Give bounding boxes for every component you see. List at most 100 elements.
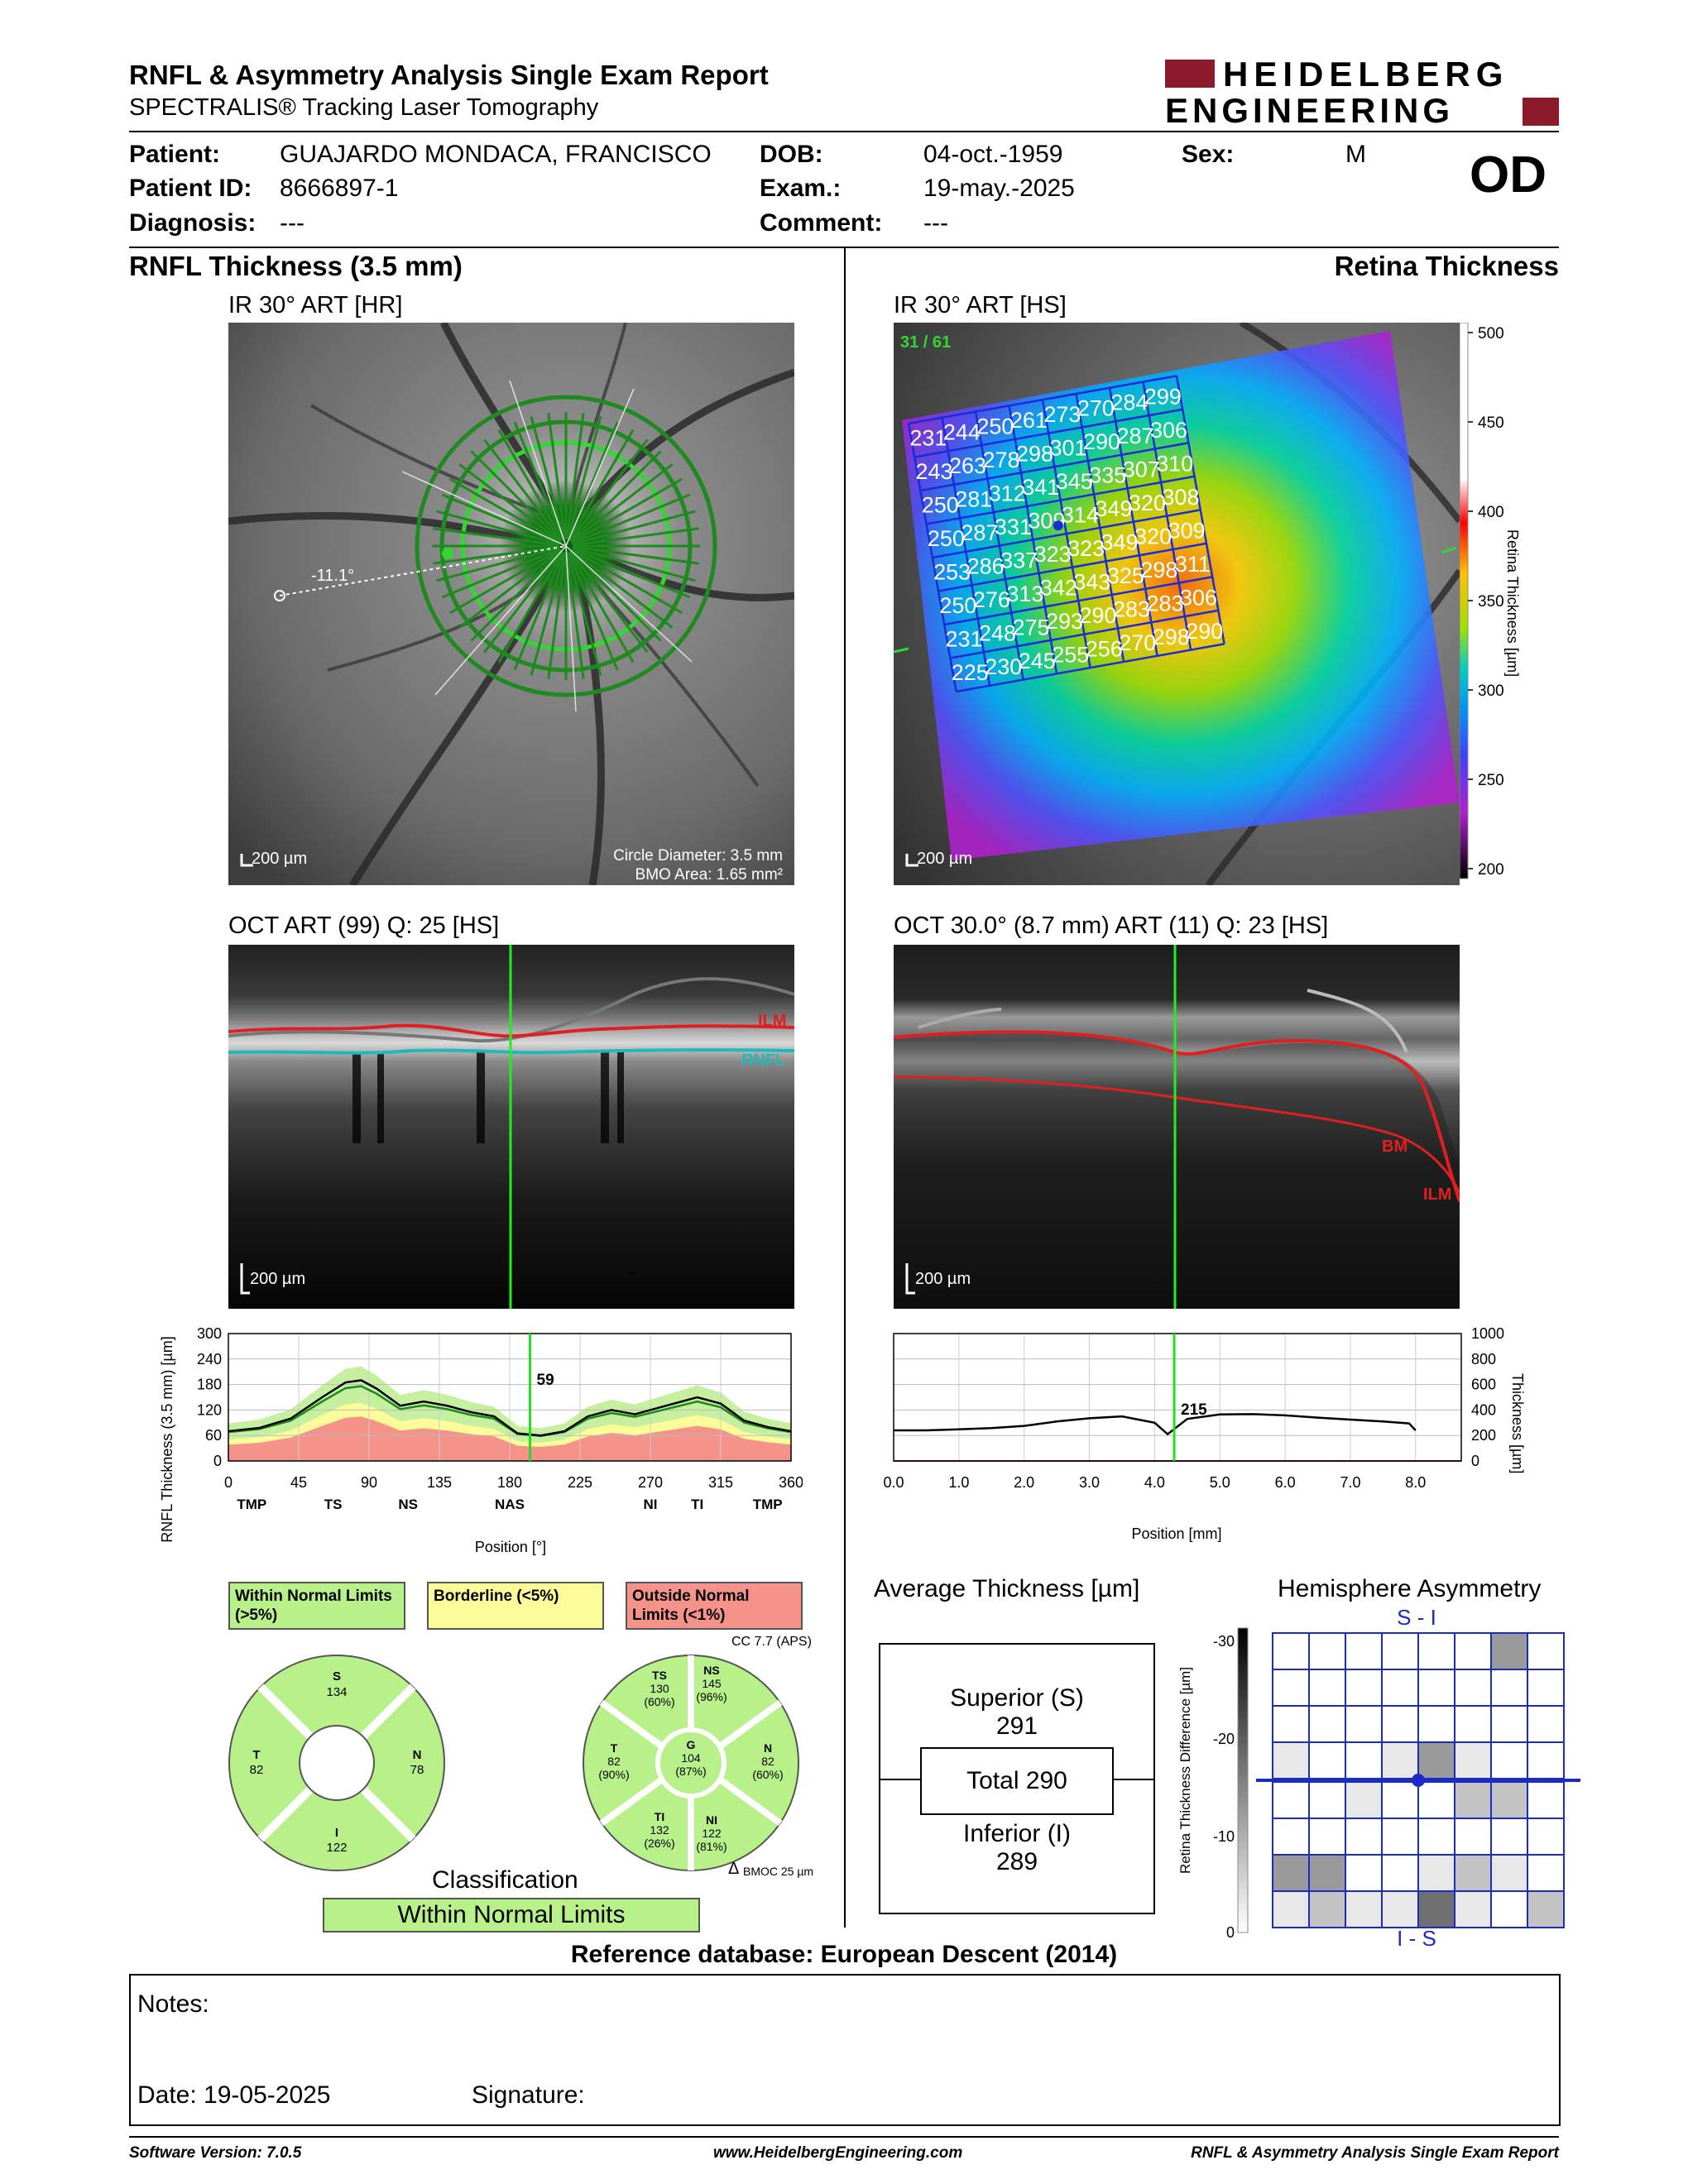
date-label: Date: 19-05-2025 — [137, 2081, 331, 2109]
asymmetry-cell — [1308, 1632, 1346, 1670]
superior-value: 291 — [995, 1712, 1038, 1740]
map-cell-value: 337 — [1000, 548, 1038, 572]
inferior-value: 289 — [995, 1848, 1038, 1875]
left-oct-label: OCT ART (99) Q: 25 [HS] — [228, 912, 500, 939]
retina-xtick: 4.0 — [1144, 1474, 1165, 1491]
average-thickness-title: Average Thickness [µm] — [874, 1575, 1140, 1602]
retina-ytick: 800 — [1471, 1351, 1496, 1367]
retina-thickness-line — [894, 1413, 1417, 1436]
map-cell-value: 275 — [1013, 615, 1050, 639]
svg-text:T: T — [252, 1748, 260, 1762]
rnfl-sector-label: NI — [644, 1497, 658, 1512]
asymmetry-ytick: 0 — [1226, 1924, 1235, 1941]
map-cell-value: 286 — [967, 553, 1005, 578]
retina-chart-ylabel: Thickness [µm] — [1509, 1373, 1526, 1473]
asymmetry-cell — [1417, 1705, 1455, 1743]
map-cell-value: 225 — [952, 660, 989, 685]
map-cell-value: 349 — [1095, 496, 1132, 521]
rnfl-chart-ylabel: RNFL Thickness (3.5 mm) [µm] — [159, 1336, 175, 1542]
website-link[interactable]: www.HeidelbergEngineering.com — [713, 2144, 963, 2162]
map-cell-value: 313 — [1006, 582, 1043, 606]
classification-title: Classification — [432, 1866, 578, 1894]
map-cell-value: 323 — [1034, 542, 1072, 567]
asymmetry-cell — [1381, 1632, 1419, 1670]
rnfl-sector-label: NAS — [495, 1497, 525, 1512]
map-cell-value: 309 — [1168, 518, 1206, 543]
asymmetry-fovea-marker — [1412, 1774, 1425, 1787]
asymmetry-cell — [1308, 1781, 1346, 1819]
colorbar-tick: 400 — [1478, 504, 1504, 521]
notes-label: Notes: — [137, 1990, 209, 2018]
rnfl-sector-label: NS — [398, 1497, 418, 1512]
retina-ytick: 1000 — [1471, 1325, 1504, 1342]
colorbar-tick: 500 — [1478, 325, 1504, 342]
map-cell-value: 250 — [976, 414, 1014, 438]
colorbar-tick: 450 — [1478, 414, 1504, 432]
map-cell-value: 253 — [933, 560, 971, 585]
svg-text:(60%): (60%) — [752, 1768, 783, 1781]
asymmetry-cell — [1454, 1741, 1492, 1779]
patient-id: 8666897-1 — [280, 175, 399, 202]
reference-database: Reference database: European Descent (20… — [570, 1941, 1118, 1968]
rnfl-ytick: 60 — [205, 1427, 222, 1444]
report-title: RNFL & Asymmetry Analysis Single Exam Re… — [129, 60, 769, 90]
asymmetry-cell — [1527, 1854, 1565, 1892]
svg-text:122: 122 — [326, 1841, 347, 1855]
rnfl-sector-label: TMP — [237, 1497, 266, 1512]
asymmetry-cell — [1381, 1854, 1419, 1892]
map-cell-value: 325 — [1107, 563, 1144, 588]
rnfl-xtick: 180 — [497, 1474, 522, 1491]
map-cell-value: 287 — [961, 520, 998, 545]
sex-label: Sex: — [1182, 141, 1235, 168]
retina-ytick: 0 — [1471, 1453, 1479, 1469]
asymmetry-cell — [1308, 1854, 1346, 1892]
map-grid-line — [1175, 376, 1225, 644]
asymmetry-cell — [1527, 1890, 1565, 1928]
map-cell-value: 290 — [1080, 603, 1117, 628]
left-oct-bscan: ILM RNFL 200 µm — [228, 945, 794, 1309]
svg-text:82: 82 — [761, 1755, 774, 1768]
asymmetry-cell — [1308, 1669, 1346, 1707]
svg-text:134: 134 — [326, 1685, 347, 1699]
svg-text:82: 82 — [607, 1755, 621, 1768]
heidelberg-logo: HEIDELBERG ENGINEERING — [1165, 56, 1559, 131]
asymmetry-cell — [1454, 1705, 1492, 1743]
map-cell-value: 320 — [1134, 524, 1172, 548]
map-cell-value: 283 — [1147, 591, 1184, 615]
left-ir-fundus-image: -11.1° 200 µm Circle Diameter: 3.5 mm BM… — [228, 323, 794, 885]
left-ir-label: IR 30° ART [HR] — [228, 292, 403, 318]
average-thickness-box: Superior (S) 291 Total 290 Inferior (I) … — [879, 1643, 1155, 1914]
rnfl-ytick: 300 — [197, 1325, 222, 1342]
map-cell-value: 290 — [1083, 429, 1120, 454]
map-cell-value: 341 — [1022, 475, 1059, 500]
map-cell-value: 248 — [979, 620, 1016, 645]
colorbar-tick: 350 — [1478, 593, 1504, 611]
map-cell-value: 306 — [1180, 585, 1217, 610]
bmoc-value: BMOC 25 µm — [743, 1865, 814, 1878]
map-cell-value: 335 — [1089, 463, 1126, 488]
map-cell-value: 276 — [973, 587, 1010, 612]
retina-thickness-chart: Position [mm] Thickness [µm] 1000 800 600 4… — [877, 1324, 1539, 1572]
asymmetry-cell — [1381, 1818, 1419, 1856]
asymmetry-cell — [1490, 1890, 1528, 1928]
cc-value: CC 7.7 (APS) — [731, 1635, 812, 1649]
map-cell-value: 243 — [916, 459, 953, 484]
rnfl-ytick: 240 — [197, 1351, 222, 1367]
asymmetry-title: Hemisphere Asymmetry — [1278, 1575, 1542, 1602]
rnfl-ytick: 120 — [197, 1401, 222, 1418]
rnfl-section-title: RNFL Thickness (3.5 mm) — [129, 251, 463, 281]
asymmetry-cell — [1272, 1705, 1310, 1743]
asymmetry-cell — [1490, 1818, 1528, 1856]
asymmetry-cell — [1345, 1632, 1383, 1670]
notes-box[interactable]: Notes: Date: 19-05-2025 Signature: — [129, 1974, 1561, 2126]
asymmetry-cell — [1454, 1890, 1492, 1928]
report-subtitle: SPECTRALIS® Tracking Laser Tomography — [129, 94, 599, 121]
legend-outside-normal: Outside Normal Limits (<1%) — [626, 1582, 803, 1630]
map-cell-value: 343 — [1073, 569, 1110, 594]
asymmetry-cell — [1272, 1741, 1310, 1779]
retina-xtick: 1.0 — [948, 1474, 969, 1491]
left-oct-scale: 200 µm — [250, 1270, 305, 1288]
right-oct-scale: 200 µm — [915, 1270, 971, 1288]
rnfl-xtick: 45 — [290, 1474, 307, 1491]
rnfl-sector-label: TI — [691, 1497, 703, 1512]
